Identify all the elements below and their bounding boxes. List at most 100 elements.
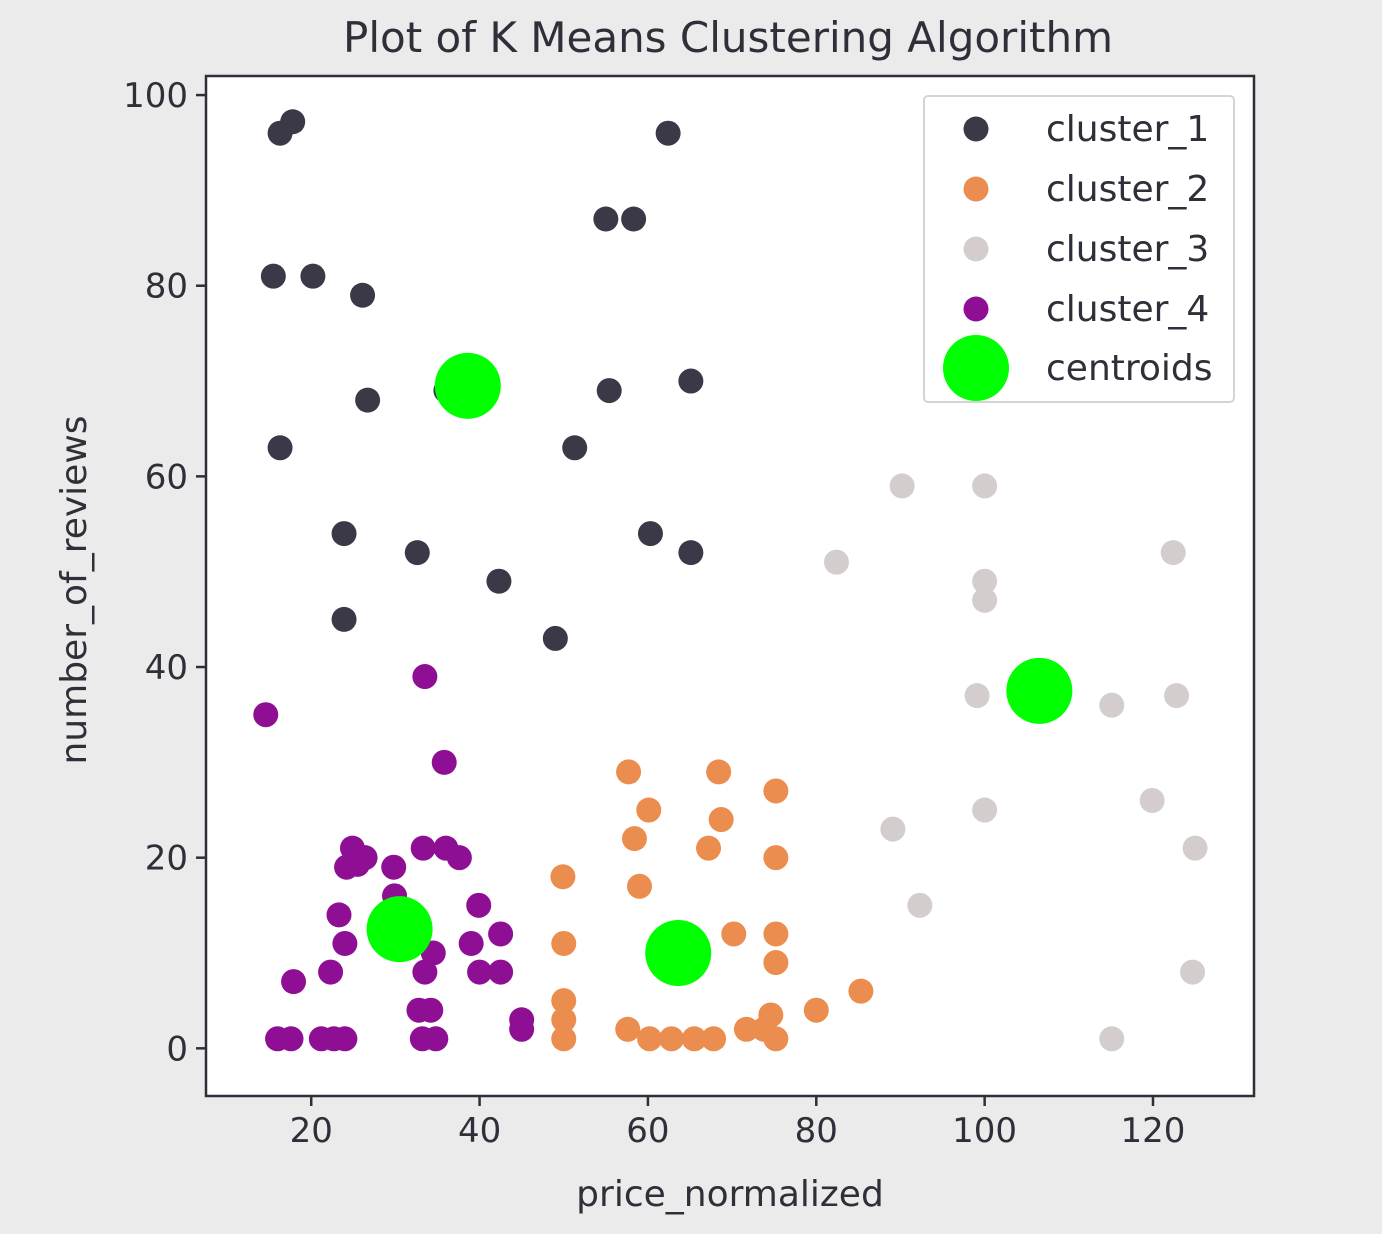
data-point-cluster-4: [412, 959, 438, 985]
data-point-cluster-4: [326, 902, 352, 928]
chart-title: Plot of K Means Clustering Algorithm: [343, 13, 1113, 62]
centroid-marker: [434, 352, 501, 419]
data-point-cluster-4: [381, 854, 407, 880]
data-point-cluster-1: [593, 206, 619, 232]
data-point-cluster-3: [1099, 692, 1125, 718]
data-point-cluster-2: [763, 1026, 789, 1052]
data-point-cluster-1: [280, 109, 306, 135]
data-point-cluster-3: [1160, 540, 1186, 566]
legend-label-cluster-3: cluster_3: [1046, 229, 1209, 270]
x-tick-label: 120: [1121, 1111, 1186, 1151]
data-point-cluster-3: [1099, 1026, 1125, 1052]
data-point-cluster-2: [696, 835, 722, 861]
legend-label-cluster-4: cluster_4: [1046, 289, 1209, 330]
data-point-cluster-2: [848, 978, 874, 1004]
data-point-cluster-3: [880, 816, 906, 842]
centroid-marker: [645, 920, 712, 987]
data-point-cluster-3: [972, 568, 998, 594]
data-point-cluster-1: [678, 540, 704, 566]
data-point-cluster-1: [350, 282, 376, 308]
y-axis-label: number_of_reviews: [54, 415, 95, 764]
data-point-cluster-2: [763, 921, 789, 947]
data-points: [253, 109, 1208, 1052]
data-point-cluster-4: [253, 702, 279, 728]
y-tick-label: 80: [145, 267, 188, 307]
data-point-cluster-4: [410, 835, 436, 861]
data-point-cluster-3: [972, 473, 998, 499]
data-point-cluster-1: [621, 206, 647, 232]
data-point-cluster-2: [708, 807, 734, 833]
data-point-cluster-1: [267, 435, 293, 461]
data-point-cluster-4: [332, 930, 358, 956]
data-point-cluster-2: [621, 826, 647, 852]
x-tick-label: 60: [626, 1111, 669, 1151]
data-point-cluster-1: [486, 568, 512, 594]
data-point-cluster-3: [823, 549, 849, 575]
data-point-cluster-3: [1182, 835, 1208, 861]
legend-label-cluster-2: cluster_2: [1046, 169, 1209, 210]
data-point-cluster-3: [907, 892, 933, 918]
data-point-cluster-4: [412, 664, 438, 690]
data-point-cluster-2: [706, 759, 732, 785]
data-point-cluster-2: [681, 1026, 707, 1052]
data-point-cluster-3: [1139, 787, 1165, 813]
data-point-cluster-4: [278, 1026, 304, 1052]
data-point-cluster-1: [404, 540, 430, 566]
data-point-cluster-1: [562, 435, 588, 461]
data-point-cluster-1: [260, 263, 286, 289]
data-point-cluster-2: [551, 1026, 577, 1052]
data-point-cluster-1: [655, 120, 681, 146]
data-point-cluster-4: [281, 969, 307, 995]
data-point-cluster-4: [332, 1026, 358, 1052]
data-point-cluster-4: [466, 892, 492, 918]
data-point-cluster-4: [345, 851, 371, 877]
legend-label-centroids: centroids: [1046, 348, 1213, 389]
data-point-cluster-4: [431, 749, 457, 775]
data-point-cluster-1: [637, 521, 663, 547]
data-point-cluster-2: [658, 1026, 684, 1052]
data-point-cluster-3: [1164, 683, 1190, 709]
x-axis-label: price_normalized: [576, 1174, 884, 1215]
data-point-cluster-2: [615, 1016, 641, 1042]
y-tick-label: 60: [145, 457, 188, 497]
data-point-cluster-3: [972, 797, 998, 823]
y-tick-label: 40: [145, 648, 188, 688]
data-point-cluster-4: [509, 1016, 535, 1042]
data-point-cluster-3: [972, 587, 998, 613]
legend-box: [923, 95, 1235, 403]
data-point-cluster-2: [763, 950, 789, 976]
data-point-cluster-1: [331, 606, 357, 632]
data-point-cluster-1: [542, 625, 568, 651]
data-point-cluster-4: [446, 845, 472, 871]
data-point-cluster-4: [318, 959, 344, 985]
data-point-cluster-4: [488, 959, 514, 985]
data-point-cluster-1: [331, 521, 357, 547]
data-point-cluster-3: [964, 683, 990, 709]
legend-label-cluster-1: cluster_1: [1046, 109, 1209, 150]
data-point-cluster-1: [596, 378, 622, 404]
x-tick-label: 20: [290, 1111, 333, 1151]
x-tick-label: 100: [952, 1111, 1017, 1151]
data-point-cluster-2: [733, 1016, 759, 1042]
data-point-cluster-2: [616, 759, 642, 785]
data-point-cluster-4: [488, 921, 514, 947]
data-point-cluster-2: [637, 1026, 663, 1052]
y-tick-label: 0: [166, 1029, 188, 1069]
data-point-cluster-3: [1180, 959, 1206, 985]
data-point-cluster-2: [551, 988, 577, 1014]
legend: cluster_1 cluster_2 cluster_3 cluster_4cent…: [923, 95, 1235, 403]
centroid-marker: [1006, 657, 1073, 724]
data-point-cluster-1: [678, 368, 704, 394]
data-point-cluster-4: [467, 959, 493, 985]
axis-ticks: 20 40 60 80 100 120 0 20 40 60 80 100: [123, 76, 1185, 1151]
data-point-cluster-2: [551, 930, 577, 956]
data-point-cluster-3: [889, 473, 915, 499]
data-point-cluster-2: [551, 1007, 577, 1033]
data-point-cluster-2: [763, 845, 789, 871]
data-point-cluster-2: [763, 778, 789, 804]
data-point-cluster-2: [721, 921, 747, 947]
y-tick-label: 20: [145, 839, 188, 879]
centroid-marker: [366, 896, 433, 963]
data-point-cluster-2: [701, 1026, 727, 1052]
